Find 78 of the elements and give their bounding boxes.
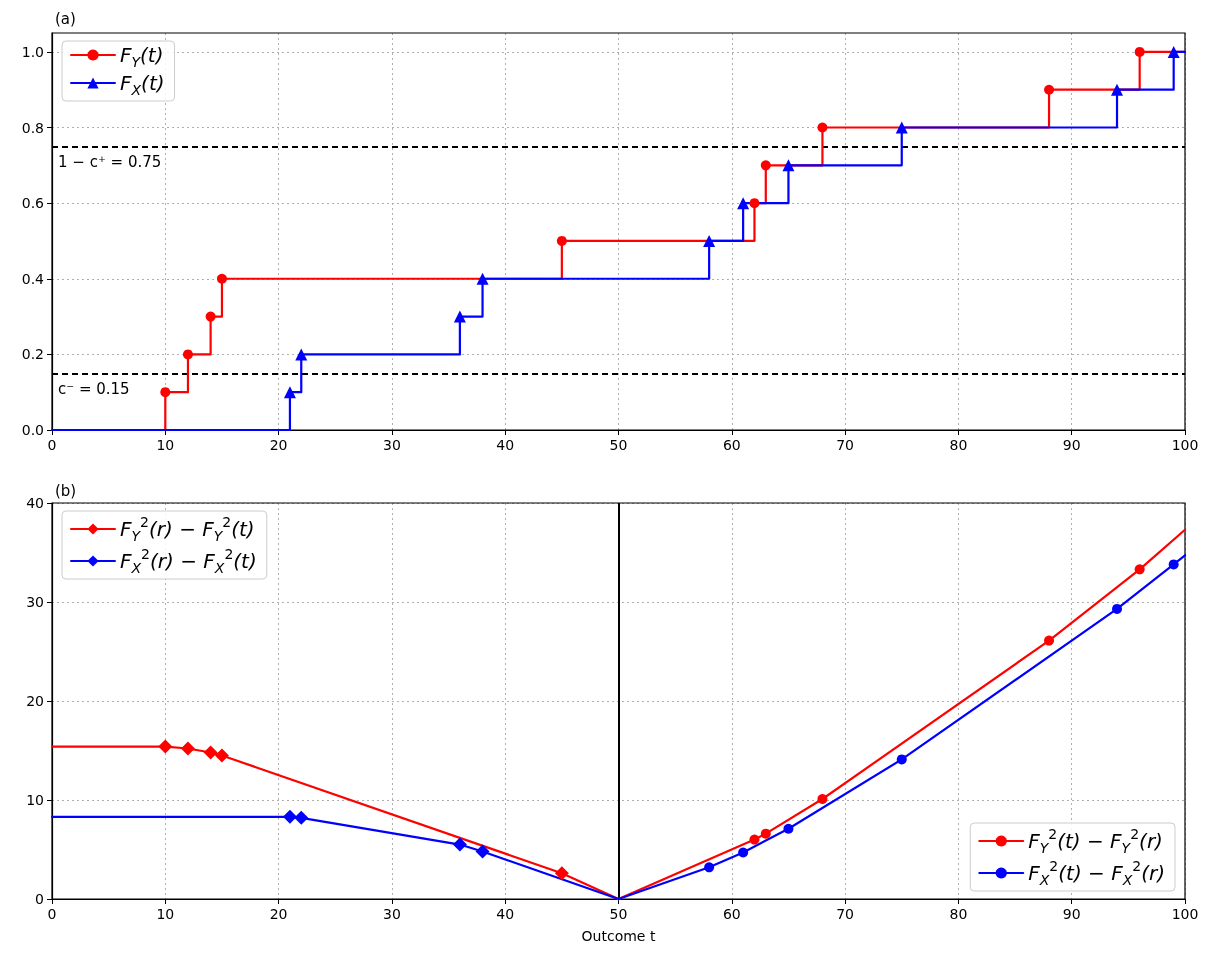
point <box>205 311 216 322</box>
point <box>214 748 229 763</box>
y-tick-label: 0 <box>35 891 44 907</box>
ref-line-label: c⁻ = 0.15 <box>58 379 130 398</box>
x-tick-label: 70 <box>836 437 855 453</box>
point <box>216 273 227 284</box>
point <box>760 160 771 171</box>
y-tick-label: 0.8 <box>21 119 44 136</box>
point <box>749 834 760 845</box>
point <box>703 234 716 247</box>
point <box>556 235 567 246</box>
x-tick-label: 10 <box>156 906 175 922</box>
x-tick-label: 60 <box>722 906 741 922</box>
point <box>1134 564 1145 575</box>
ref-line-label: 1 − c⁺ = 0.75 <box>58 152 162 171</box>
point <box>180 741 195 756</box>
point <box>182 349 193 360</box>
x-tick-label: 20 <box>269 437 288 453</box>
x-tick-label: 80 <box>949 437 968 453</box>
y-tick-label: 0.6 <box>21 195 45 212</box>
y-tick-label: 1.0 <box>21 43 44 60</box>
point <box>475 844 490 859</box>
x-tick-label: 40 <box>496 906 515 922</box>
point <box>1111 83 1124 96</box>
point <box>760 828 771 839</box>
point <box>203 745 218 760</box>
point <box>452 837 467 852</box>
x-tick-label: 50 <box>609 437 628 453</box>
point <box>738 847 749 858</box>
point <box>749 198 760 209</box>
point <box>453 310 466 323</box>
point <box>554 866 569 881</box>
x-tick-label: 90 <box>1062 437 1081 453</box>
point <box>160 387 171 398</box>
point <box>282 809 297 824</box>
point <box>294 810 309 825</box>
chart-title: (b) <box>55 481 77 500</box>
point <box>1167 45 1180 58</box>
x-tick-label: 60 <box>722 437 741 453</box>
point <box>817 794 828 805</box>
point <box>704 862 715 873</box>
x-tick-label: 100 <box>1171 906 1199 922</box>
x-tick-label: 20 <box>269 906 288 922</box>
x-tick-label: 40 <box>496 437 515 453</box>
y-tick-label: 0.0 <box>21 422 44 438</box>
x-tick-label: 100 <box>1171 437 1199 453</box>
x-tick-label: 50 <box>609 906 628 922</box>
x-tick-label: 0 <box>47 906 57 922</box>
point <box>817 122 828 133</box>
point <box>1168 559 1179 570</box>
y-tick-label: 0.2 <box>21 346 44 363</box>
y-tick-label: 20 <box>26 693 44 709</box>
point <box>295 348 308 361</box>
point <box>1044 635 1055 646</box>
y-tick-label: 30 <box>26 594 44 610</box>
point <box>1044 84 1055 95</box>
y-tick-label: 40 <box>26 495 44 511</box>
x-tick-label: 80 <box>949 906 968 922</box>
x-tick-label: 0 <box>47 437 57 453</box>
y-tick-label: 10 <box>26 792 44 808</box>
x-tick-label: 70 <box>836 906 855 922</box>
x-tick-label: 30 <box>382 437 401 453</box>
x-tick-label: 10 <box>156 437 175 453</box>
x-tick-label: 90 <box>1062 906 1081 922</box>
point <box>283 386 296 399</box>
point <box>783 823 794 834</box>
point <box>1134 46 1145 57</box>
y-tick-label: 0.4 <box>21 270 45 287</box>
x-axis-title: Outcome t <box>581 928 656 944</box>
chart-title: (a) <box>55 9 76 28</box>
point <box>158 739 173 754</box>
point <box>476 272 489 285</box>
point <box>1112 603 1123 614</box>
point <box>737 197 750 210</box>
point <box>896 754 907 765</box>
x-tick-label: 30 <box>382 906 401 922</box>
point <box>895 121 908 134</box>
point <box>782 159 795 172</box>
